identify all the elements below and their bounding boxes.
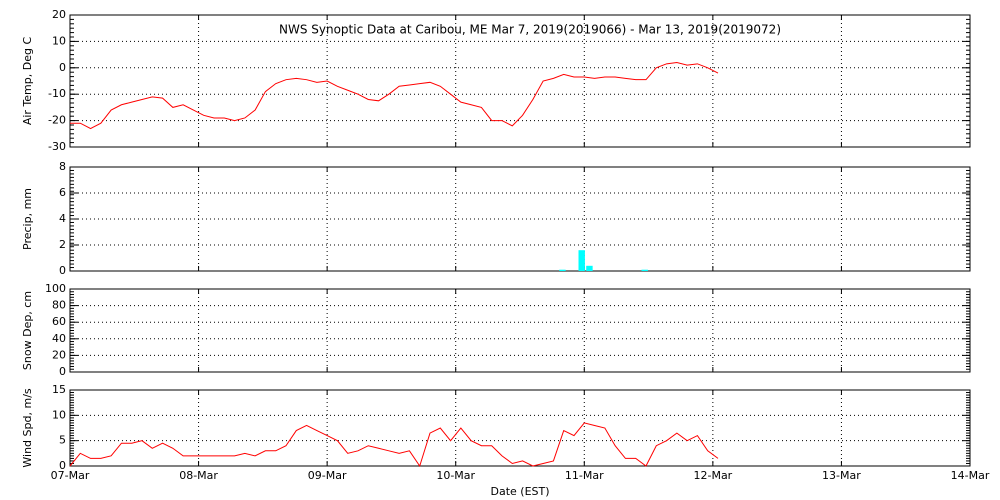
plot-frame — [69, 288, 971, 373]
x-tick-label: 11-Mar — [565, 469, 604, 482]
y-tick-label: 20 — [52, 348, 66, 361]
x-tick-label: 12-Mar — [693, 469, 732, 482]
bar — [586, 265, 593, 271]
y-axis-label: Air Temp, Deg C — [21, 37, 34, 126]
data-line — [69, 422, 719, 468]
bar — [641, 269, 648, 271]
y-tick-label: 4 — [59, 212, 66, 225]
y-tick-label: 6 — [59, 186, 66, 199]
x-tick-label: 10-Mar — [436, 469, 475, 482]
bar — [559, 269, 566, 271]
y-tick-label: 8 — [59, 160, 66, 173]
y-tick-label: 10 — [52, 34, 66, 47]
x-tick-label: 07-Mar — [51, 469, 90, 482]
y-tick-label: 20 — [52, 8, 66, 21]
plot-frame — [69, 389, 971, 467]
x-tick-label: 14-Mar — [951, 469, 990, 482]
y-tick-label: 60 — [52, 315, 66, 328]
x-tick-label: 09-Mar — [308, 469, 347, 482]
x-tick-label: 13-Mar — [822, 469, 861, 482]
y-axis-label: Snow Dep, cm — [21, 291, 34, 370]
plot-frame — [69, 14, 971, 148]
y-axis-label: Wind Spd, m/s — [21, 388, 34, 468]
plot-frame — [69, 166, 971, 272]
y-tick-label: -30 — [48, 140, 66, 153]
x-axis-label: Date (EST) — [490, 485, 549, 498]
y-tick-label: 2 — [59, 238, 66, 251]
y-axis-label: Precip, mm — [21, 188, 34, 250]
chart-title: NWS Synoptic Data at Caribou, ME Mar 7, … — [279, 23, 781, 37]
data-line — [70, 62, 719, 130]
y-tick-label: 80 — [52, 299, 66, 312]
y-tick-label: 100 — [45, 282, 66, 295]
y-tick-label: 5 — [59, 434, 66, 447]
y-tick-label: 0 — [59, 264, 66, 277]
y-tick-label: 40 — [52, 332, 66, 345]
y-tick-label: 10 — [52, 408, 66, 421]
y-tick-label: 0 — [59, 61, 66, 74]
y-tick-label: -20 — [48, 114, 66, 127]
x-tick-label: 08-Mar — [179, 469, 218, 482]
y-tick-label: 0 — [59, 459, 66, 472]
y-tick-label: 15 — [52, 383, 66, 396]
bar — [578, 250, 585, 271]
y-tick-label: -10 — [48, 87, 66, 100]
y-tick-label: 0 — [59, 365, 66, 378]
